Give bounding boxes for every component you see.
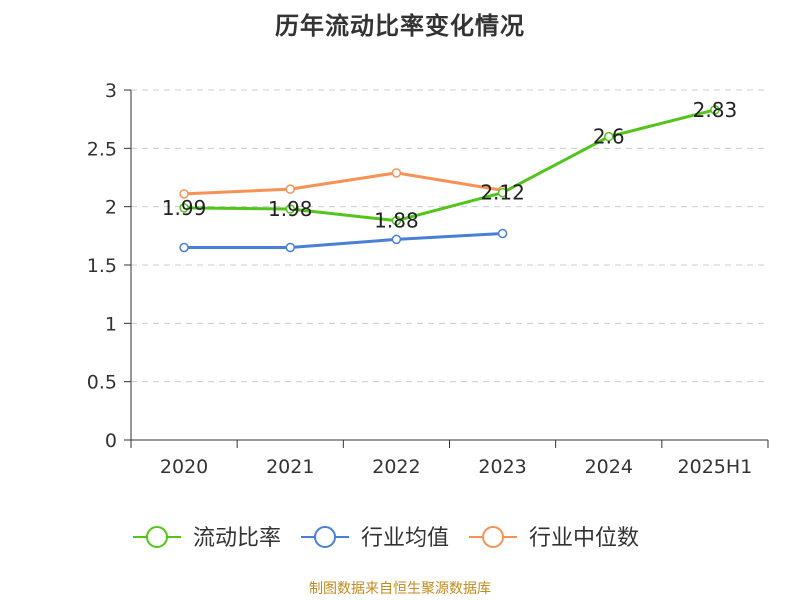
legend-label: 行业中位数 <box>529 526 639 551</box>
y-tick-label: 0 <box>105 430 117 452</box>
y-tick-label: 1.5 <box>87 255 117 277</box>
data-point <box>497 228 508 239</box>
legend-label: 行业均值 <box>361 526 449 551</box>
data-point <box>391 168 402 178</box>
x-tick-label: 2025H1 <box>678 456 753 478</box>
x-tick-label: 2021 <box>266 456 314 478</box>
data-point <box>604 131 614 142</box>
data-label: 2.12 <box>480 181 525 205</box>
data-point <box>710 105 720 115</box>
y-tick-label: 0.5 <box>87 372 117 394</box>
x-tick-label: 2023 <box>478 456 526 478</box>
data-source-note: 制图数据来自恒生聚源数据库 <box>309 581 491 597</box>
chart-title: 历年流动比率变化情况 <box>275 12 525 40</box>
data-label: 1.99 <box>162 196 207 220</box>
x-tick-label: 2024 <box>585 456 633 478</box>
data-point <box>179 203 189 213</box>
series-line <box>184 108 716 223</box>
data-label: 1.88 <box>374 209 419 233</box>
data-point <box>497 187 508 198</box>
x-tick-label: 2020 <box>160 456 208 478</box>
legend-marker <box>146 526 168 548</box>
data-label: 2.6 <box>593 125 625 149</box>
legend-marker <box>482 526 505 548</box>
y-tick-label: 2.5 <box>87 138 117 160</box>
y-tick-label: 2 <box>105 197 117 219</box>
data-point <box>179 189 189 199</box>
y-tick-label: 1 <box>105 313 117 335</box>
data-point <box>285 242 295 253</box>
legend-label: 流动比率 <box>193 526 281 551</box>
series-line <box>184 232 503 249</box>
series-line <box>184 171 503 196</box>
data-point <box>285 184 295 194</box>
data-label: 1.98 <box>268 197 313 221</box>
data-point <box>179 242 189 253</box>
x-tick-label: 2022 <box>372 456 420 478</box>
data-point <box>391 215 402 226</box>
data-point <box>285 204 295 214</box>
data-label: 2.83 <box>693 98 738 122</box>
legend-marker <box>314 526 337 548</box>
data-point <box>391 234 402 245</box>
y-tick-label: 3 <box>105 80 117 102</box>
